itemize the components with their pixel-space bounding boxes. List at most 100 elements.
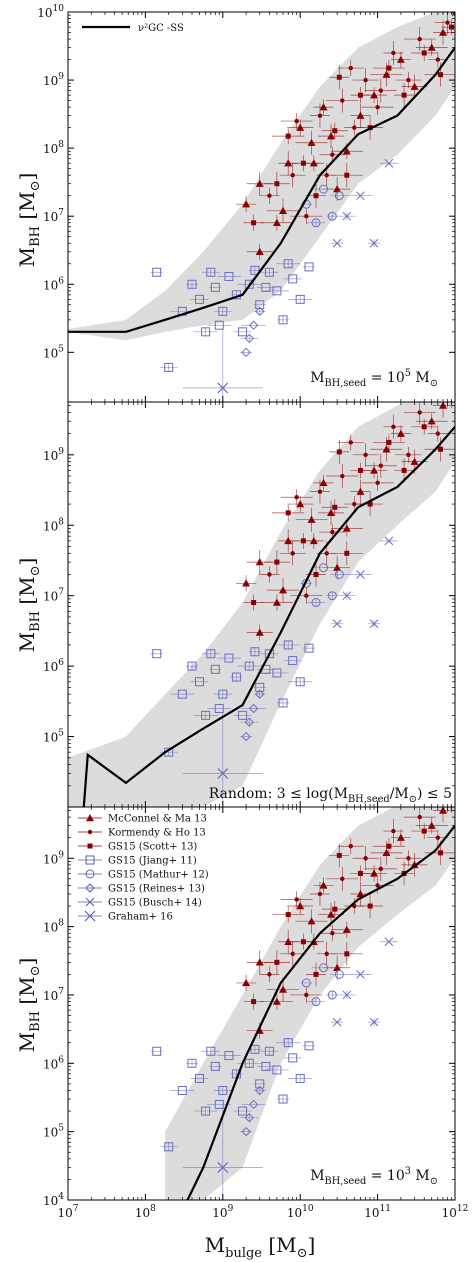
- y-tick-label: 106: [43, 1055, 64, 1071]
- marker-red-square: [336, 74, 342, 80]
- observation-blue-square: [159, 362, 178, 372]
- marker-red-dot: [363, 856, 368, 861]
- observation-red-dot: [383, 40, 404, 65]
- observation-red-square: [287, 532, 320, 549]
- observation-red-square: [372, 838, 405, 855]
- observation-blue-square: [237, 1058, 262, 1068]
- marker-red-triangle: [272, 997, 281, 1005]
- observation-red-dot: [326, 464, 359, 489]
- observation-red-square: [305, 962, 326, 987]
- marker-red-square: [300, 538, 306, 544]
- observation-red-square: [243, 214, 264, 231]
- observation-blue-circle: [300, 978, 313, 988]
- x-tick-label: 108: [135, 1204, 156, 1220]
- marker-blue-square: [152, 1046, 162, 1056]
- observation-red-triangle: [246, 624, 273, 641]
- marker-red-dot: [378, 88, 384, 93]
- marker-blue-x: [384, 158, 394, 168]
- observation-red-dot: [259, 187, 280, 204]
- observation-red-square: [442, 12, 455, 24]
- marker-blue-square: [272, 1065, 282, 1075]
- marker-blue-square: [264, 649, 274, 659]
- observation-blue-square: [283, 1053, 302, 1063]
- x-axis-label: Mbulge [M⊙]: [205, 1233, 316, 1261]
- y-tick-label: 107: [43, 588, 64, 604]
- marker-red-dot: [417, 410, 422, 415]
- marker-red-square: [438, 72, 444, 78]
- marker-red-triangle: [284, 159, 293, 167]
- marker-red-dot: [290, 551, 295, 556]
- marker-red-triangle: [427, 417, 436, 425]
- marker-red-square: [357, 870, 363, 876]
- panel-top: 105 106 107 108 109 1010 MBH,seed = 105 M⊙ ν²GC…: [37, 4, 456, 403]
- marker-red-dot: [406, 856, 411, 861]
- observation-blue-square: [201, 649, 220, 659]
- observation-red-triangle: [350, 103, 371, 128]
- panel-middle: 105 106 107 108 109 Random: 3 ≤ log(MBH,seed/…: [43, 401, 456, 808]
- marker-blue-square: [244, 1058, 254, 1068]
- observation-red-dot: [279, 163, 306, 188]
- marker-blue-square: [244, 661, 254, 671]
- observation-blue-square: [237, 661, 262, 671]
- seed-annotation: MBH,seed = 105 M⊙: [310, 368, 438, 389]
- marker-blue-square: [195, 677, 205, 687]
- marker-blue-square: [250, 265, 260, 275]
- legend-label: GS15 (Jiang+ 11): [108, 856, 197, 867]
- marker-blue-circle: [318, 563, 328, 573]
- marker-blue-x: [369, 238, 379, 248]
- observation-red-triangle: [267, 578, 300, 603]
- y-tick-label: 105: [43, 1124, 64, 1140]
- marker-red-dot: [352, 501, 357, 507]
- observation-blue-square: [207, 320, 232, 330]
- marker-red-square: [300, 939, 306, 945]
- marker-red-triangle: [356, 487, 365, 495]
- marker-blue-square: [218, 1086, 228, 1096]
- observation-red-dot: [290, 587, 323, 604]
- observation-red-dot: [279, 941, 306, 966]
- marker-red-triangle: [370, 91, 379, 99]
- observation-blue-square: [193, 327, 218, 337]
- marker-blue-x: [342, 990, 352, 1000]
- marker-red-triangle: [309, 159, 318, 167]
- observation-red-dot: [279, 541, 306, 566]
- marker-blue-square: [272, 668, 282, 678]
- marker-blue-square: [201, 327, 211, 337]
- marker-red-dot: [406, 77, 411, 83]
- marker-red-square: [386, 439, 392, 445]
- marker-red-square: [357, 467, 363, 473]
- marker-red-dot: [304, 992, 309, 998]
- x-tick-label: 1011: [364, 1204, 391, 1220]
- observation-blue-circle: [330, 969, 349, 979]
- marker-red-triangle: [327, 508, 336, 517]
- marker-red-triangle: [296, 123, 305, 131]
- marker-blue-x: [356, 570, 365, 579]
- observation-red-dot: [280, 113, 313, 130]
- observation-red-square: [243, 993, 264, 1010]
- marker-blue-square: [164, 1142, 174, 1152]
- marker-red-dot: [317, 489, 323, 494]
- marker-blue-square: [214, 704, 224, 714]
- marker-red-triangle: [427, 43, 436, 51]
- marker-red-dot: [348, 440, 353, 445]
- observation-red-dot: [383, 414, 404, 439]
- observation-red-triangle: [295, 130, 328, 155]
- observation-red-dot: [280, 891, 313, 908]
- y-tick-label: 105: [43, 729, 64, 745]
- marker-red-square: [401, 92, 407, 98]
- observation-blue-square: [207, 704, 232, 714]
- observation-blue-x: [348, 970, 373, 979]
- marker-blue-square: [218, 306, 228, 316]
- observation-red-triangle: [330, 921, 363, 938]
- marker-red-triangle: [396, 833, 405, 841]
- marker-blue-x: [342, 591, 352, 601]
- marker-red-triangle: [307, 515, 316, 523]
- marker-red-square: [438, 850, 444, 856]
- legend-label: Graham+ 16: [108, 912, 173, 923]
- marker-blue-x: [332, 619, 342, 629]
- marker-red-square: [251, 220, 257, 226]
- observation-blue-square: [256, 1061, 275, 1071]
- observation-red-square: [372, 60, 405, 77]
- y-tick-label: 107: [43, 987, 64, 1003]
- observation-blue-diamond: [253, 689, 266, 699]
- observation-red-square: [272, 906, 305, 923]
